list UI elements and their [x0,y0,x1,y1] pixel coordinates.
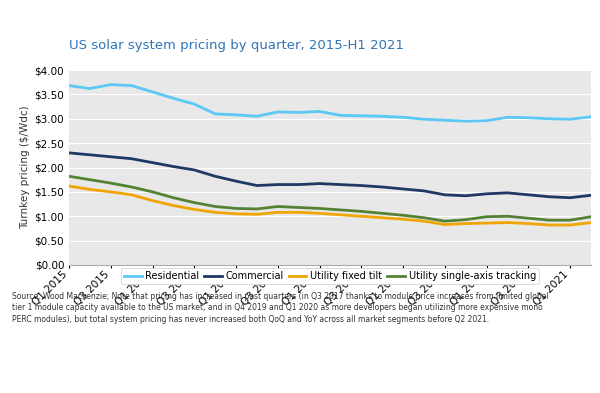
Text: US solar system pricing by quarter, 2015-H1 2021: US solar system pricing by quarter, 2015… [69,39,404,52]
Text: ©2021: ©2021 [535,362,582,375]
Text: Mackenzie: Mackenzie [15,368,68,377]
Text: Wood: Wood [15,354,43,363]
Y-axis label: Turnkey pricing ($/Wdc): Turnkey pricing ($/Wdc) [20,106,30,229]
Text: POWER & RENEWABLES: POWER & RENEWABLES [15,382,80,387]
Legend: Residential, Commercial, Utility fixed tilt, Utility single-axis tracking: Residential, Commercial, Utility fixed t… [121,268,539,284]
Text: Source: Wood Mackenzie; Note that pricing has increased in past quarters (in Q3 : Source: Wood Mackenzie; Note that pricin… [12,292,548,324]
